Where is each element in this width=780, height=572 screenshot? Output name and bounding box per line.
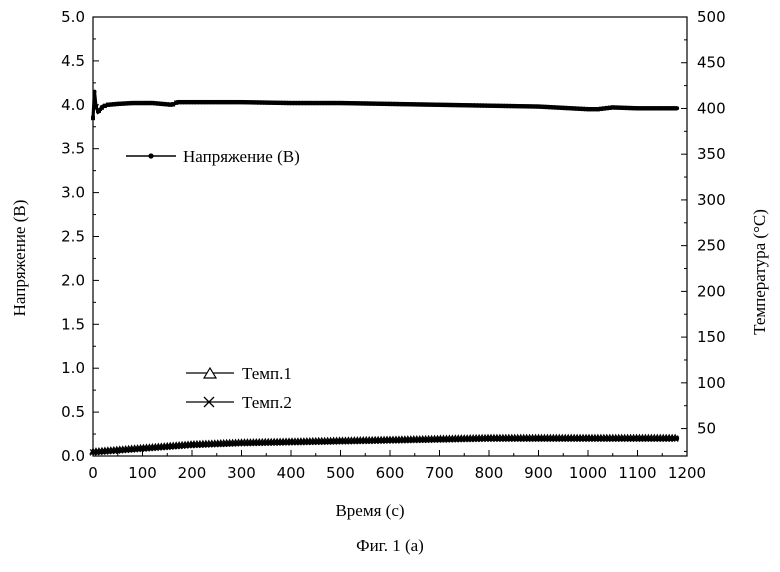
y-left-tick-label: 0.0 <box>61 447 85 465</box>
data-point <box>339 101 343 105</box>
data-point <box>91 450 95 454</box>
y-right-tick-label: 50 <box>697 420 716 438</box>
y-left-tick-label: 3.5 <box>61 140 85 158</box>
y-left-tick-label: 0.5 <box>61 403 85 421</box>
data-point <box>240 100 244 104</box>
data-point <box>636 437 640 441</box>
data-point <box>170 103 174 107</box>
data-point <box>165 445 169 449</box>
x-tick-label: 600 <box>376 464 405 482</box>
x-tick-label: 0 <box>88 464 98 482</box>
x-tick-label: 1200 <box>668 464 706 482</box>
y-left-axis-label: Напряжение (В) <box>10 200 29 317</box>
data-point <box>131 101 135 105</box>
data-point <box>289 101 293 105</box>
data-point <box>190 443 194 447</box>
series-layer <box>90 90 679 456</box>
x-tick-label: 1000 <box>569 464 607 482</box>
data-point <box>388 438 392 442</box>
y-right-axis-label: Температура (°С) <box>750 209 769 335</box>
data-point <box>175 100 179 104</box>
data-point <box>190 100 194 104</box>
legend-voltage: Напряжение (В) <box>126 147 300 166</box>
y-right-tick-label: 500 <box>697 8 726 26</box>
data-point <box>91 116 95 120</box>
x-tick-label: 1100 <box>618 464 656 482</box>
data-point <box>106 103 110 107</box>
y-left-tick-label: 2.0 <box>61 271 85 289</box>
y-right-tick-label: 450 <box>697 54 726 72</box>
y-left-tick-label: 3.0 <box>61 184 85 202</box>
y-right-tick-label: 200 <box>697 282 726 300</box>
x-tick-label: 300 <box>227 464 256 482</box>
y-left-tick-label: 4.5 <box>61 52 85 70</box>
x-tick-label: 200 <box>178 464 207 482</box>
data-point <box>116 102 120 106</box>
data-point <box>675 437 679 441</box>
x-tick-label: 900 <box>524 464 553 482</box>
data-point <box>438 103 442 107</box>
legend-temp1: Темп.1 <box>186 364 292 383</box>
y-left-tick-label: 1.0 <box>61 359 85 377</box>
y-left-tick-label: 1.5 <box>61 315 85 333</box>
data-point <box>141 447 145 451</box>
y-right-tick-label: 400 <box>697 99 726 117</box>
x-tick-label: 100 <box>128 464 157 482</box>
x-tick-label: 800 <box>475 464 504 482</box>
data-point <box>92 90 96 94</box>
y-right-tick-label: 300 <box>697 191 726 209</box>
series-temp2 <box>90 436 679 456</box>
data-point <box>289 440 293 444</box>
legend-temp1-label: Темп.1 <box>242 364 292 383</box>
y-right-tick-label: 100 <box>697 374 726 392</box>
plot-frame <box>93 17 687 456</box>
figure-caption: Фиг. 1 (а) <box>0 536 780 556</box>
data-point <box>116 449 120 453</box>
data-point <box>611 105 615 109</box>
data-point <box>339 439 343 443</box>
data-point <box>101 105 105 109</box>
ticks-layer: 0 100 200 300 400 500 600 700 800 900 1000 1100 1200… <box>61 8 726 482</box>
y-left-tick-label: 4.0 <box>61 96 85 114</box>
data-point <box>596 107 600 111</box>
y-right-tick-label: 350 <box>697 145 726 163</box>
data-point <box>487 104 491 108</box>
data-point <box>240 441 244 445</box>
data-point <box>636 106 640 110</box>
y-left-tick-label: 5.0 <box>61 8 85 26</box>
data-point <box>675 106 679 110</box>
data-point <box>586 107 590 111</box>
data-point <box>150 101 154 105</box>
legend-voltage-marker <box>148 153 153 158</box>
plot-border <box>93 17 687 456</box>
legend-temp2-label: Темп.2 <box>242 393 292 412</box>
data-point <box>537 105 541 109</box>
data-point <box>438 438 442 442</box>
x-tick-label: 500 <box>326 464 355 482</box>
data-point <box>388 102 392 106</box>
series-voltage <box>91 90 679 121</box>
legend: Напряжение (В) Темп.1 Темп.2 <box>126 147 300 412</box>
y-right-tick-label: 150 <box>697 328 726 346</box>
x-tick-label: 400 <box>277 464 306 482</box>
legend-temp2: Темп.2 <box>186 393 292 412</box>
data-point <box>537 437 541 441</box>
y-left-tick-label: 2.5 <box>61 228 85 246</box>
x-tick-label: 700 <box>425 464 454 482</box>
data-point <box>94 105 98 109</box>
data-point <box>487 437 491 441</box>
legend-voltage-label: Напряжение (В) <box>183 147 300 166</box>
y-right-tick-label: 250 <box>697 237 726 255</box>
data-point <box>586 437 590 441</box>
x-axis-label: Время (с) <box>335 501 404 520</box>
